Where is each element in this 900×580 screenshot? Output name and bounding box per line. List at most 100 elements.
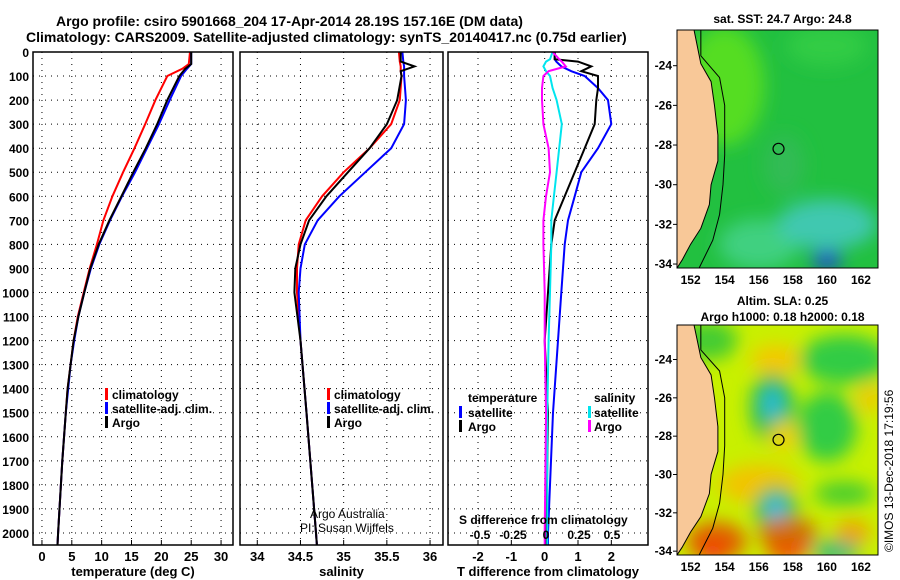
- field-blob: [811, 250, 842, 268]
- legend-label: satellite: [468, 406, 513, 420]
- field-blob: [776, 199, 877, 250]
- legend-title-temperature: temperature: [468, 391, 538, 405]
- y-tick-label: 1800: [2, 479, 29, 493]
- map-title: Altim. SLA: 0.25: [737, 294, 829, 308]
- y-tick-label: 0: [22, 46, 29, 60]
- field-blob: [798, 334, 878, 385]
- x-axis-label: temperature (deg C): [71, 564, 195, 579]
- legend-label: climatology: [112, 388, 179, 402]
- map-lat-label: -28: [655, 138, 673, 152]
- series-line-argo: [293, 52, 418, 546]
- legend-label: satellite: [594, 406, 639, 420]
- x-tick-label: 34.5: [288, 549, 313, 564]
- legend-label: Argo: [468, 420, 496, 434]
- legend-label: Argo: [594, 420, 622, 434]
- map-lat-label: -32: [655, 217, 673, 231]
- x-tick-label: 1: [574, 549, 581, 564]
- s-tick-label: 0.5: [604, 528, 621, 542]
- map-lat-label: -24: [655, 353, 673, 367]
- x-tick-label: 2: [608, 549, 615, 564]
- s-axis-label: S difference from climatology: [459, 513, 628, 527]
- legend-swatch: [459, 406, 462, 418]
- pi-text: PI: Susan Wijffels: [300, 521, 394, 535]
- legend-swatch: [588, 406, 591, 418]
- plot-frame: [239, 51, 444, 546]
- map-lon-label: 152: [681, 273, 701, 287]
- field-blob: [786, 30, 867, 66]
- map-title: sat. SST: 24.7 Argo: 24.8: [713, 12, 852, 26]
- map-lat-label: -24: [655, 59, 673, 73]
- map-frame: [676, 29, 879, 269]
- y-tick-label: 900: [9, 262, 29, 276]
- field-blob: [686, 521, 747, 555]
- land-polygon: [677, 325, 719, 555]
- x-tick-label: 35: [336, 549, 350, 564]
- field-blob: [718, 219, 799, 268]
- y-tick-label: 600: [9, 190, 29, 204]
- field-blob: [764, 134, 805, 195]
- legend-label: Argo: [112, 416, 140, 430]
- x-axis-label: T difference from climatology: [457, 564, 640, 579]
- field-blob: [857, 382, 878, 413]
- x-tick-label: 0: [541, 549, 548, 564]
- field-blob: [769, 421, 800, 452]
- y-tick-label: 1200: [2, 335, 29, 349]
- s-tick-label: -0.5: [470, 528, 491, 542]
- map-lat-label: -26: [655, 98, 673, 112]
- legend-swatch: [327, 388, 330, 400]
- y-tick-label: 1700: [2, 455, 29, 469]
- legend-label: satellite-adj. clim.: [334, 402, 434, 416]
- map-field: [677, 325, 878, 555]
- x-tick-label: 15: [124, 549, 138, 564]
- legend-swatch: [105, 402, 108, 414]
- map-lat-label: -30: [655, 178, 673, 192]
- x-tick-label: -2: [472, 549, 484, 564]
- legend-swatch: [459, 420, 462, 432]
- profile-location-marker: [772, 142, 785, 155]
- map-lon-label: 160: [817, 560, 837, 574]
- s-tick-label: 0: [543, 528, 550, 542]
- plot-frame: [32, 51, 234, 546]
- map-lon-label: 156: [749, 560, 769, 574]
- credit-text: Argo Australia: [310, 507, 385, 521]
- x-tick-label: 30: [214, 549, 228, 564]
- y-tick-label: 400: [9, 142, 29, 156]
- y-tick-label: 100: [9, 70, 29, 84]
- map-lat-label: -34: [655, 544, 673, 558]
- map-lon-label: 158: [783, 560, 803, 574]
- legend-label: satellite-adj. clim.: [112, 402, 212, 416]
- x-tick-label: -1: [506, 549, 518, 564]
- s-tick-label: -0.25: [499, 528, 527, 542]
- y-tick-label: 1000: [2, 286, 29, 300]
- x-tick-label: 36: [423, 549, 437, 564]
- series-line-argo: [56, 52, 193, 546]
- series-line-satellite-adj-clim-: [56, 52, 193, 546]
- y-tick-label: 1300: [2, 359, 29, 373]
- field-blob: [750, 344, 801, 375]
- map-frame: [676, 324, 879, 556]
- field-blob: [834, 520, 871, 544]
- y-tick-label: 1400: [2, 383, 29, 397]
- field-blob: [813, 481, 874, 506]
- y-tick-label: 300: [9, 118, 29, 132]
- legend-swatch: [105, 388, 108, 400]
- series-line-climatology: [56, 51, 191, 546]
- legend-swatch: [327, 416, 330, 428]
- x-tick-label: 5: [68, 549, 75, 564]
- x-tick-label: 20: [154, 549, 168, 564]
- map-lat-label: -28: [655, 429, 673, 443]
- y-tick-label: 500: [9, 166, 29, 180]
- s-tick-label: 0.25: [567, 528, 591, 542]
- map-lon-label: 162: [851, 560, 871, 574]
- timestamp-stamp: ©IMOS 13-Dec-2018 17:19:56: [882, 389, 896, 552]
- legend-label: climatology: [334, 388, 401, 402]
- series-line-s-argo: [541, 51, 568, 545]
- map-lon-label: 162: [851, 273, 871, 287]
- map-subtitle: Argo h1000: 0.18 h2000: 0.18: [700, 310, 864, 324]
- field-blob: [700, 543, 725, 555]
- x-axis-label: salinity: [319, 564, 365, 579]
- map-lat-label: -32: [655, 506, 673, 520]
- legend-swatch: [105, 416, 108, 428]
- y-tick-label: 1500: [2, 407, 29, 421]
